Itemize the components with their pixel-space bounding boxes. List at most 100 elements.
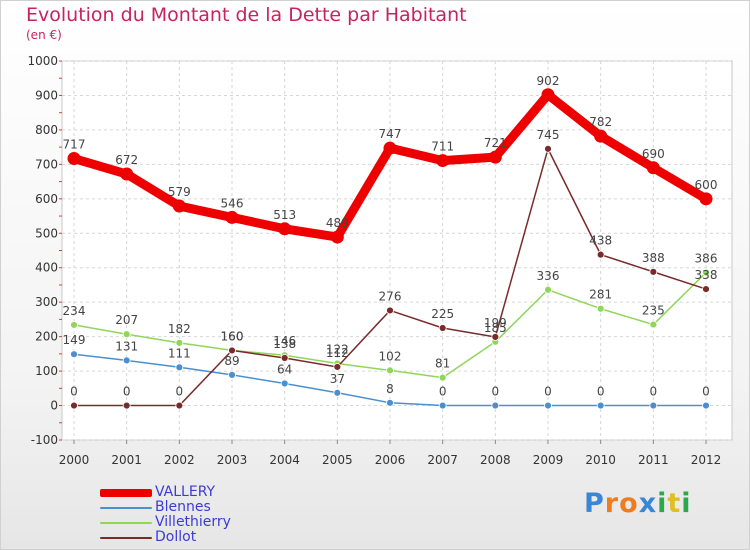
data-label: 234 xyxy=(63,304,86,318)
data-point xyxy=(122,330,131,339)
data-point xyxy=(649,320,658,329)
x-tick-label: 2001 xyxy=(111,453,142,467)
data-label: 336 xyxy=(537,269,560,283)
data-point xyxy=(488,150,502,164)
data-label: 672 xyxy=(115,153,138,167)
chart-title: Evolution du Montant de la Dette par Hab… xyxy=(26,4,467,26)
data-point xyxy=(544,401,552,410)
data-point xyxy=(120,167,134,181)
logo-letter: o xyxy=(619,488,639,519)
proxiti-logo: Proxiti xyxy=(584,488,692,519)
data-label: 207 xyxy=(115,313,138,327)
data-point xyxy=(649,267,658,276)
data-label: 112 xyxy=(326,346,349,360)
data-label: 122 xyxy=(326,343,349,357)
data-label: 276 xyxy=(379,289,402,303)
logo-letter: P xyxy=(584,488,605,519)
data-label: 0 xyxy=(650,385,658,399)
data-label: 89 xyxy=(224,354,239,368)
data-label: 717 xyxy=(63,138,86,152)
data-point xyxy=(544,285,552,294)
data-label: 0 xyxy=(70,385,78,399)
x-tick-label: 2011 xyxy=(638,453,669,467)
legend-label: VALLERY xyxy=(155,484,216,500)
legend-label: Villethierry xyxy=(155,514,231,530)
data-label: 225 xyxy=(431,307,454,321)
data-point xyxy=(280,379,289,388)
data-point xyxy=(122,401,131,410)
legend-swatch xyxy=(100,489,152,497)
data-point xyxy=(386,398,394,407)
data-point xyxy=(596,304,605,313)
data-label: 0 xyxy=(492,385,500,399)
data-point xyxy=(438,324,447,332)
data-label: 721 xyxy=(484,136,507,150)
data-label: 782 xyxy=(589,115,612,129)
x-tick-label: 2012 xyxy=(691,453,722,467)
data-label: 149 xyxy=(63,333,86,347)
y-tick-label: 400 xyxy=(35,261,58,275)
data-point xyxy=(702,268,710,277)
x-tick-label: 2000 xyxy=(59,453,90,467)
data-point xyxy=(70,350,78,359)
data-point xyxy=(333,388,342,397)
data-point xyxy=(225,210,239,224)
data-point xyxy=(649,401,658,410)
legend-label: Blennes xyxy=(155,499,211,515)
y-tick-label: 700 xyxy=(35,157,58,171)
data-label: 388 xyxy=(642,251,665,265)
data-point xyxy=(175,338,184,347)
data-point xyxy=(228,370,236,379)
data-label: 235 xyxy=(642,304,665,318)
x-tick-label: 2010 xyxy=(585,453,616,467)
x-tick-label: 2003 xyxy=(217,453,248,467)
data-label: 199 xyxy=(484,316,507,330)
data-point xyxy=(438,401,447,410)
x-tick-label: 2008 xyxy=(480,453,511,467)
data-label: 182 xyxy=(168,322,191,336)
data-point xyxy=(702,285,710,293)
data-label: 146 xyxy=(273,334,296,348)
logo-letter: x xyxy=(638,488,658,519)
data-label: 8 xyxy=(386,382,394,396)
data-point xyxy=(386,366,394,375)
data-label: 489 xyxy=(326,216,349,230)
data-label: 0 xyxy=(544,385,552,399)
y-tick-label: 900 xyxy=(35,88,58,102)
data-label: 747 xyxy=(379,127,402,141)
data-label: 338 xyxy=(695,268,718,282)
data-point xyxy=(646,161,660,175)
y-tick-label: 800 xyxy=(35,123,58,137)
x-tick-label: 2006 xyxy=(375,453,406,467)
data-label: 513 xyxy=(273,208,296,222)
data-point xyxy=(330,230,344,244)
data-point xyxy=(386,306,394,315)
data-label: 160 xyxy=(221,329,244,343)
logo-letter: t xyxy=(667,488,682,519)
data-label: 0 xyxy=(123,385,131,399)
legend-label: Dollot xyxy=(155,529,197,545)
data-point xyxy=(122,356,131,365)
data-label: 102 xyxy=(379,349,402,363)
data-label: 690 xyxy=(642,147,665,161)
data-point xyxy=(596,250,605,259)
data-point xyxy=(702,401,710,410)
y-tick-label: 600 xyxy=(35,192,58,206)
data-point xyxy=(594,129,608,143)
data-label: 0 xyxy=(439,385,447,399)
data-label: 0 xyxy=(702,385,710,399)
data-point xyxy=(436,154,450,168)
data-point xyxy=(70,401,78,410)
chart-subtitle: (en €) xyxy=(26,28,62,42)
data-label: 131 xyxy=(115,339,138,353)
data-label: 600 xyxy=(695,178,718,192)
y-tick-label: 200 xyxy=(35,330,58,344)
data-point xyxy=(228,346,236,355)
logo-letter: r xyxy=(604,488,620,519)
y-tick-label: 500 xyxy=(35,226,58,240)
data-point xyxy=(438,373,447,382)
data-point xyxy=(280,354,289,362)
legend-swatch xyxy=(100,507,152,509)
data-label: 546 xyxy=(221,196,244,210)
